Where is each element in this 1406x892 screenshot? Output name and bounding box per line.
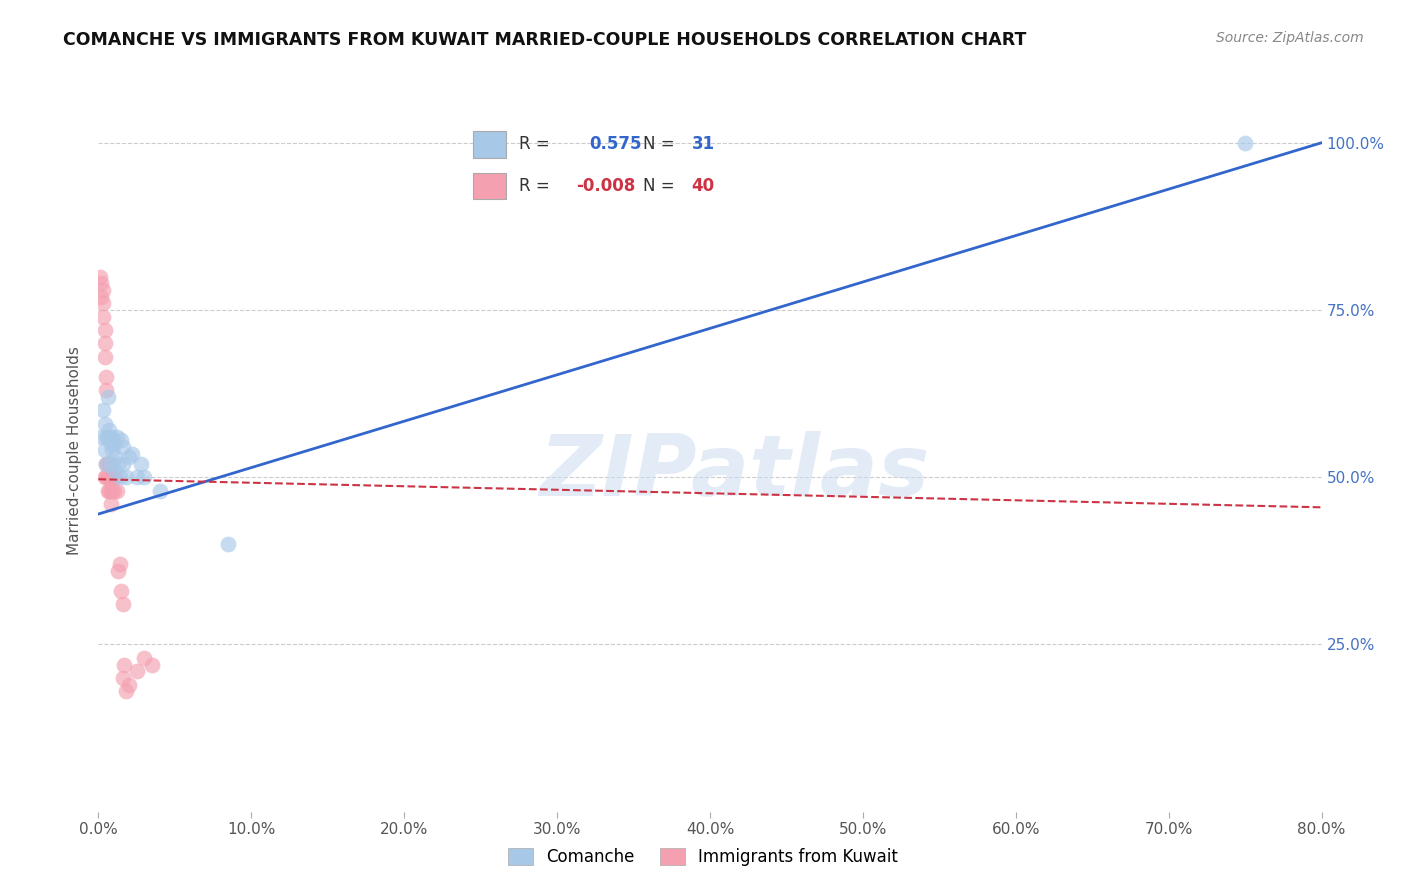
Point bbox=[121, 447, 143, 461]
Point bbox=[110, 434, 132, 448]
Point bbox=[98, 457, 121, 471]
Point bbox=[104, 470, 127, 484]
Point bbox=[97, 430, 120, 444]
Point bbox=[93, 336, 115, 351]
Point bbox=[107, 457, 129, 471]
Point bbox=[125, 664, 148, 679]
Point bbox=[100, 457, 122, 471]
Point bbox=[105, 483, 128, 498]
Point bbox=[105, 430, 128, 444]
Point bbox=[149, 483, 172, 498]
Point bbox=[93, 443, 115, 458]
Legend: Comanche, Immigrants from Kuwait: Comanche, Immigrants from Kuwait bbox=[499, 840, 907, 875]
Point bbox=[93, 323, 115, 337]
Point bbox=[111, 671, 134, 685]
Point bbox=[101, 430, 124, 444]
Point bbox=[101, 470, 124, 484]
Point bbox=[110, 584, 132, 599]
Point bbox=[100, 436, 122, 450]
Point bbox=[91, 310, 114, 324]
Point bbox=[94, 369, 117, 384]
Point bbox=[90, 277, 112, 291]
Point bbox=[103, 483, 125, 498]
Point bbox=[93, 470, 115, 484]
Point bbox=[94, 457, 117, 471]
Point bbox=[90, 289, 112, 303]
Point bbox=[101, 443, 124, 458]
Point bbox=[94, 470, 117, 484]
Point bbox=[111, 457, 134, 471]
Point bbox=[98, 424, 121, 438]
Point bbox=[118, 450, 141, 465]
Point bbox=[93, 350, 115, 364]
Point bbox=[111, 598, 134, 612]
Point bbox=[98, 470, 121, 484]
Point bbox=[108, 557, 131, 572]
Point bbox=[103, 470, 125, 484]
Point bbox=[134, 470, 156, 484]
Point bbox=[104, 450, 127, 465]
Point bbox=[115, 470, 138, 484]
Text: COMANCHE VS IMMIGRANTS FROM KUWAIT MARRIED-COUPLE HOUSEHOLDS CORRELATION CHART: COMANCHE VS IMMIGRANTS FROM KUWAIT MARRI… bbox=[63, 31, 1026, 49]
Point bbox=[217, 537, 239, 551]
Point bbox=[100, 497, 122, 511]
Point bbox=[115, 684, 138, 698]
Point bbox=[94, 430, 117, 444]
Point bbox=[111, 440, 134, 454]
Point bbox=[100, 483, 122, 498]
Point bbox=[112, 657, 135, 672]
Point bbox=[141, 657, 163, 672]
Point bbox=[91, 403, 114, 417]
Point bbox=[1234, 136, 1257, 150]
Point bbox=[118, 678, 141, 692]
Point bbox=[101, 483, 124, 498]
Point bbox=[129, 457, 152, 471]
Point bbox=[94, 384, 117, 398]
Point bbox=[97, 457, 120, 471]
Point bbox=[100, 470, 122, 484]
Text: ZIPatlas: ZIPatlas bbox=[540, 431, 929, 514]
Y-axis label: Married-couple Households: Married-couple Households bbox=[67, 346, 83, 555]
Point bbox=[97, 470, 120, 484]
Point bbox=[108, 470, 131, 484]
Point bbox=[104, 464, 127, 478]
Point bbox=[90, 430, 112, 444]
Point bbox=[93, 417, 115, 431]
Point bbox=[91, 283, 114, 297]
Point bbox=[107, 564, 129, 578]
Point bbox=[98, 483, 121, 498]
Point bbox=[103, 436, 125, 450]
Point bbox=[94, 457, 117, 471]
Point bbox=[91, 296, 114, 310]
Point bbox=[125, 470, 148, 484]
Point bbox=[97, 483, 120, 498]
Text: Source: ZipAtlas.com: Source: ZipAtlas.com bbox=[1216, 31, 1364, 45]
Point bbox=[97, 390, 120, 404]
Point bbox=[89, 269, 111, 284]
Point bbox=[134, 651, 156, 665]
